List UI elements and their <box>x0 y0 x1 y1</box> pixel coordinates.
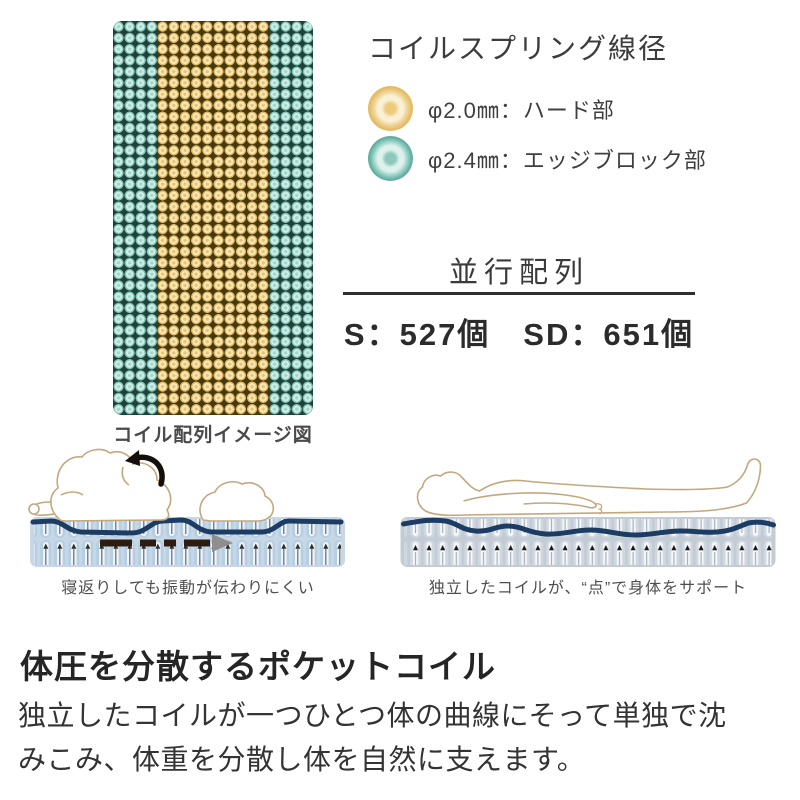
diagram-caption: コイル配列イメージ図 <box>113 425 313 446</box>
arrangement-title: 並行配列 <box>448 257 589 289</box>
section-heading: 体圧を分散するポケットコイル <box>20 648 496 685</box>
legend-label-edge-block: φ2.4㎜：エッジブロック部 <box>428 147 707 173</box>
mattress-surface-line <box>401 517 776 538</box>
body-line-2: みこみ、体重を分散し体を自然に支えます。 <box>18 743 586 775</box>
edge-block-coils-right <box>269 21 313 415</box>
coil-counts: S：527個 SD：651個 <box>343 317 695 352</box>
roll-direction-arrow <box>125 450 165 487</box>
legend-label-hard: φ2.0㎜：ハード部 <box>428 97 615 123</box>
mattress-surface-line <box>30 517 344 536</box>
point-support-illustration <box>400 458 776 567</box>
legend-row-hard: φ2.0㎜：ハード部 <box>368 86 615 131</box>
spec-title: コイルスプリング線径 <box>368 33 669 64</box>
point-support-caption: 独立したコイルが、“点”で身体をサポート <box>428 580 748 597</box>
hard-coils-center <box>157 21 269 415</box>
rolling-caption: 寝返りしても振動が伝わりにくい <box>61 580 315 597</box>
body-line-1: 独立したコイルが一つひとつ体の曲線にそって単独で沈 <box>18 700 727 731</box>
edge-block-coils-left <box>113 21 157 415</box>
vibration-arrow <box>100 534 233 552</box>
coil-arrangement-diagram <box>113 21 313 415</box>
arrangement-divider <box>343 292 695 295</box>
edge-block-coil-icon <box>368 136 413 181</box>
rolling-over-illustration <box>28 448 345 567</box>
legend-row-edge-block: φ2.4㎜：エッジブロック部 <box>368 136 707 181</box>
hard-coil-icon <box>368 86 413 131</box>
rolling-person <box>28 448 275 522</box>
mattress-right <box>400 517 776 567</box>
lying-person <box>416 458 762 517</box>
section-body: 独立したコイルが一つひとつ体の曲線にそって単独で沈 みこみ、体重を分散し体を自然… <box>18 694 796 781</box>
